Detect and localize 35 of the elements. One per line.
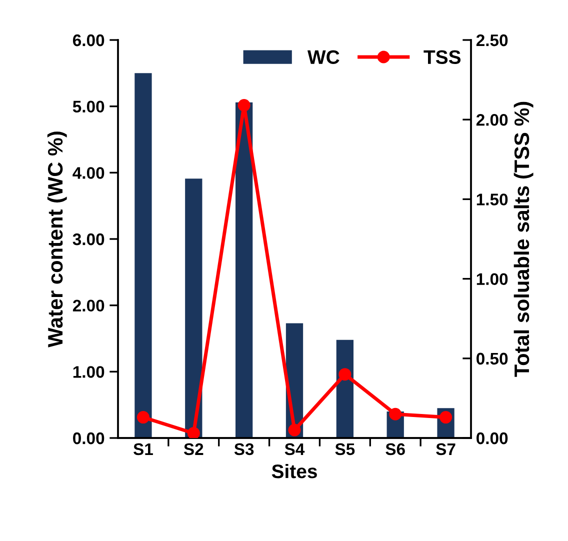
y-tick-label: 0.00 <box>73 432 104 444</box>
x-tick-label: S3 <box>234 443 254 456</box>
legend-label: TSS <box>424 50 461 64</box>
point <box>187 426 200 438</box>
point <box>389 408 402 420</box>
x-tick-label: S6 <box>386 443 405 456</box>
y2-tick-label: 1.50 <box>476 194 508 206</box>
x-axis-title: Sites <box>272 464 317 478</box>
point <box>238 99 250 112</box>
x-tick-label: S7 <box>436 443 456 456</box>
y2-tick-label: 0.50 <box>476 352 508 365</box>
y-tick-label: 6.00 <box>72 34 104 46</box>
point <box>136 411 150 424</box>
bar <box>134 73 152 438</box>
y2-tick-label: 2.00 <box>476 114 508 126</box>
y-tick-label: 5.00 <box>72 100 104 113</box>
x-tick-label: S2 <box>184 443 204 456</box>
point <box>338 368 352 381</box>
y2-tick-label: 0.00 <box>476 432 508 444</box>
bar <box>236 102 253 438</box>
bar <box>336 340 354 438</box>
y-tick-label: 1.00 <box>73 366 104 378</box>
x-tick-label: S4 <box>284 443 305 456</box>
y-tick-label: 3.00 <box>72 233 104 246</box>
y2-tick-label: 1.00 <box>476 273 508 286</box>
y-tick-label: 2.00 <box>72 300 104 312</box>
y-axis-title: Water content (WC %) <box>47 132 67 348</box>
legend-label: WC <box>307 50 340 64</box>
bar <box>185 178 202 438</box>
y2-axis-title: Total soluable salts (TSS %) <box>514 102 534 377</box>
y-tick-label: 4.00 <box>72 167 104 179</box>
x-tick-label: S1 <box>134 443 153 456</box>
x-tick-label: S5 <box>335 443 355 456</box>
y2-tick-label: 2.50 <box>476 34 508 46</box>
point <box>288 424 301 436</box>
